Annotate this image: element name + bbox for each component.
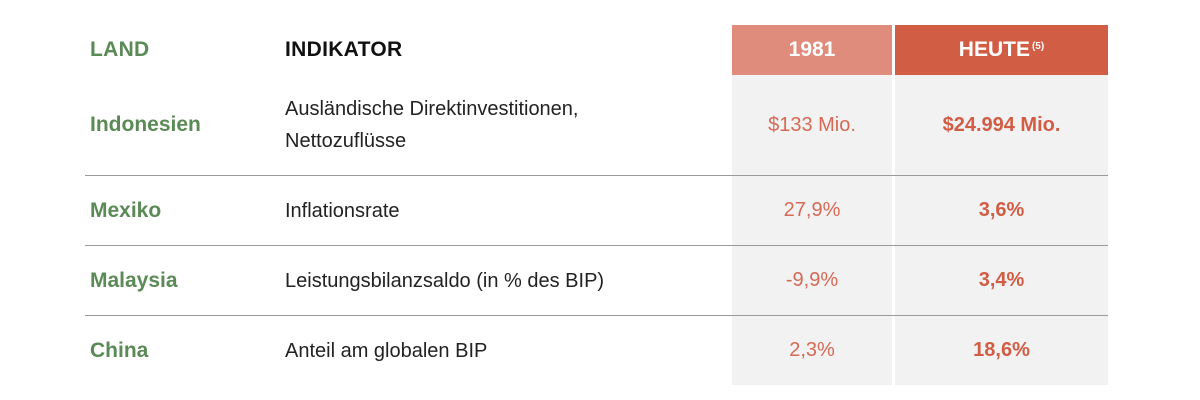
header-indikator-cell: INDIKATOR — [285, 25, 725, 75]
header-heute-label: HEUTE — [958, 38, 1030, 61]
row-indikator-label: Anteil am globalen BIP — [285, 339, 488, 362]
header-1981-cell: 1981 — [732, 25, 892, 75]
row-divider — [85, 315, 1108, 316]
header-1981-label: 1981 — [788, 38, 836, 61]
row-indikator-label: Inflationsrate — [285, 199, 400, 222]
row-1981-value: $133 Mio. — [768, 113, 856, 136]
row-1981-value: 27,9% — [783, 199, 841, 221]
row-1981-value: -9,9% — [785, 269, 839, 291]
row-land-cell: Malaysia — [90, 246, 280, 315]
row-1981-value: 2,3% — [789, 339, 835, 361]
row-land-cell: Indonesien — [90, 75, 280, 175]
row-1981-cell: -9,9% — [732, 246, 892, 315]
row-1981-cell: 27,9% — [732, 176, 892, 245]
row-indikator-cell: Anteil am globalen BIP — [285, 316, 725, 385]
row-land-label: Malaysia — [90, 268, 178, 292]
row-land-label: Indonesien — [90, 113, 201, 136]
row-land-cell: Mexiko — [90, 176, 280, 245]
row-indikator-cell: Leistungsbilanzsaldo (in % des BIP) — [285, 246, 725, 315]
row-heute-value: 3,4% — [978, 269, 1025, 291]
row-indikator-line1: Ausländische Direktinvestitionen, — [285, 98, 579, 120]
table-header-row: LAND INDIKATOR 1981 HEUTE (5) — [85, 25, 1108, 75]
row-indikator-cell: Ausländische Direktinvestitionen, Nettoz… — [285, 75, 725, 175]
row-divider — [85, 175, 1108, 176]
header-heute-footnote: (5) — [1031, 40, 1045, 52]
row-indikator-cell: Inflationsrate — [285, 176, 725, 245]
row-indikator-line2: Nettozuflüsse — [285, 130, 407, 152]
header-heute-cell: HEUTE (5) — [895, 25, 1108, 75]
row-land-label: Mexiko — [90, 198, 162, 222]
row-heute-cell: 18,6% — [895, 316, 1108, 385]
table-row: China Anteil am globalen BIP 2,3% 18,6% — [85, 316, 1108, 385]
row-heute-value: $24.994 Mio. — [942, 113, 1061, 136]
column-heute-background — [895, 25, 1108, 385]
header-land-label: LAND — [90, 38, 150, 61]
row-1981-cell: 2,3% — [732, 316, 892, 385]
row-indikator-label: Leistungsbilanzsaldo (in % des BIP) — [285, 269, 605, 292]
row-heute-value: 18,6% — [973, 339, 1030, 361]
row-divider — [85, 245, 1108, 246]
row-heute-cell: 3,6% — [895, 176, 1108, 245]
row-1981-cell: $133 Mio. — [732, 75, 892, 175]
column-1981-background — [732, 25, 892, 385]
table-row: Malaysia Leistungsbilanzsaldo (in % des … — [85, 246, 1108, 315]
row-land-label: China — [90, 338, 149, 362]
row-indikator-label: Ausländische Direktinvestitionen, Nettoz… — [285, 93, 579, 157]
header-land-cell: LAND — [90, 25, 280, 75]
row-heute-value: 3,6% — [978, 199, 1025, 221]
table-row: Indonesien Ausländische Direktinvestitio… — [85, 75, 1108, 175]
row-heute-cell: 3,4% — [895, 246, 1108, 315]
row-heute-cell: $24.994 Mio. — [895, 75, 1108, 175]
header-indikator-label: INDIKATOR — [285, 38, 403, 61]
table-row: Mexiko Inflationsrate 27,9% 3,6% — [85, 176, 1108, 245]
row-land-cell: China — [90, 316, 280, 385]
